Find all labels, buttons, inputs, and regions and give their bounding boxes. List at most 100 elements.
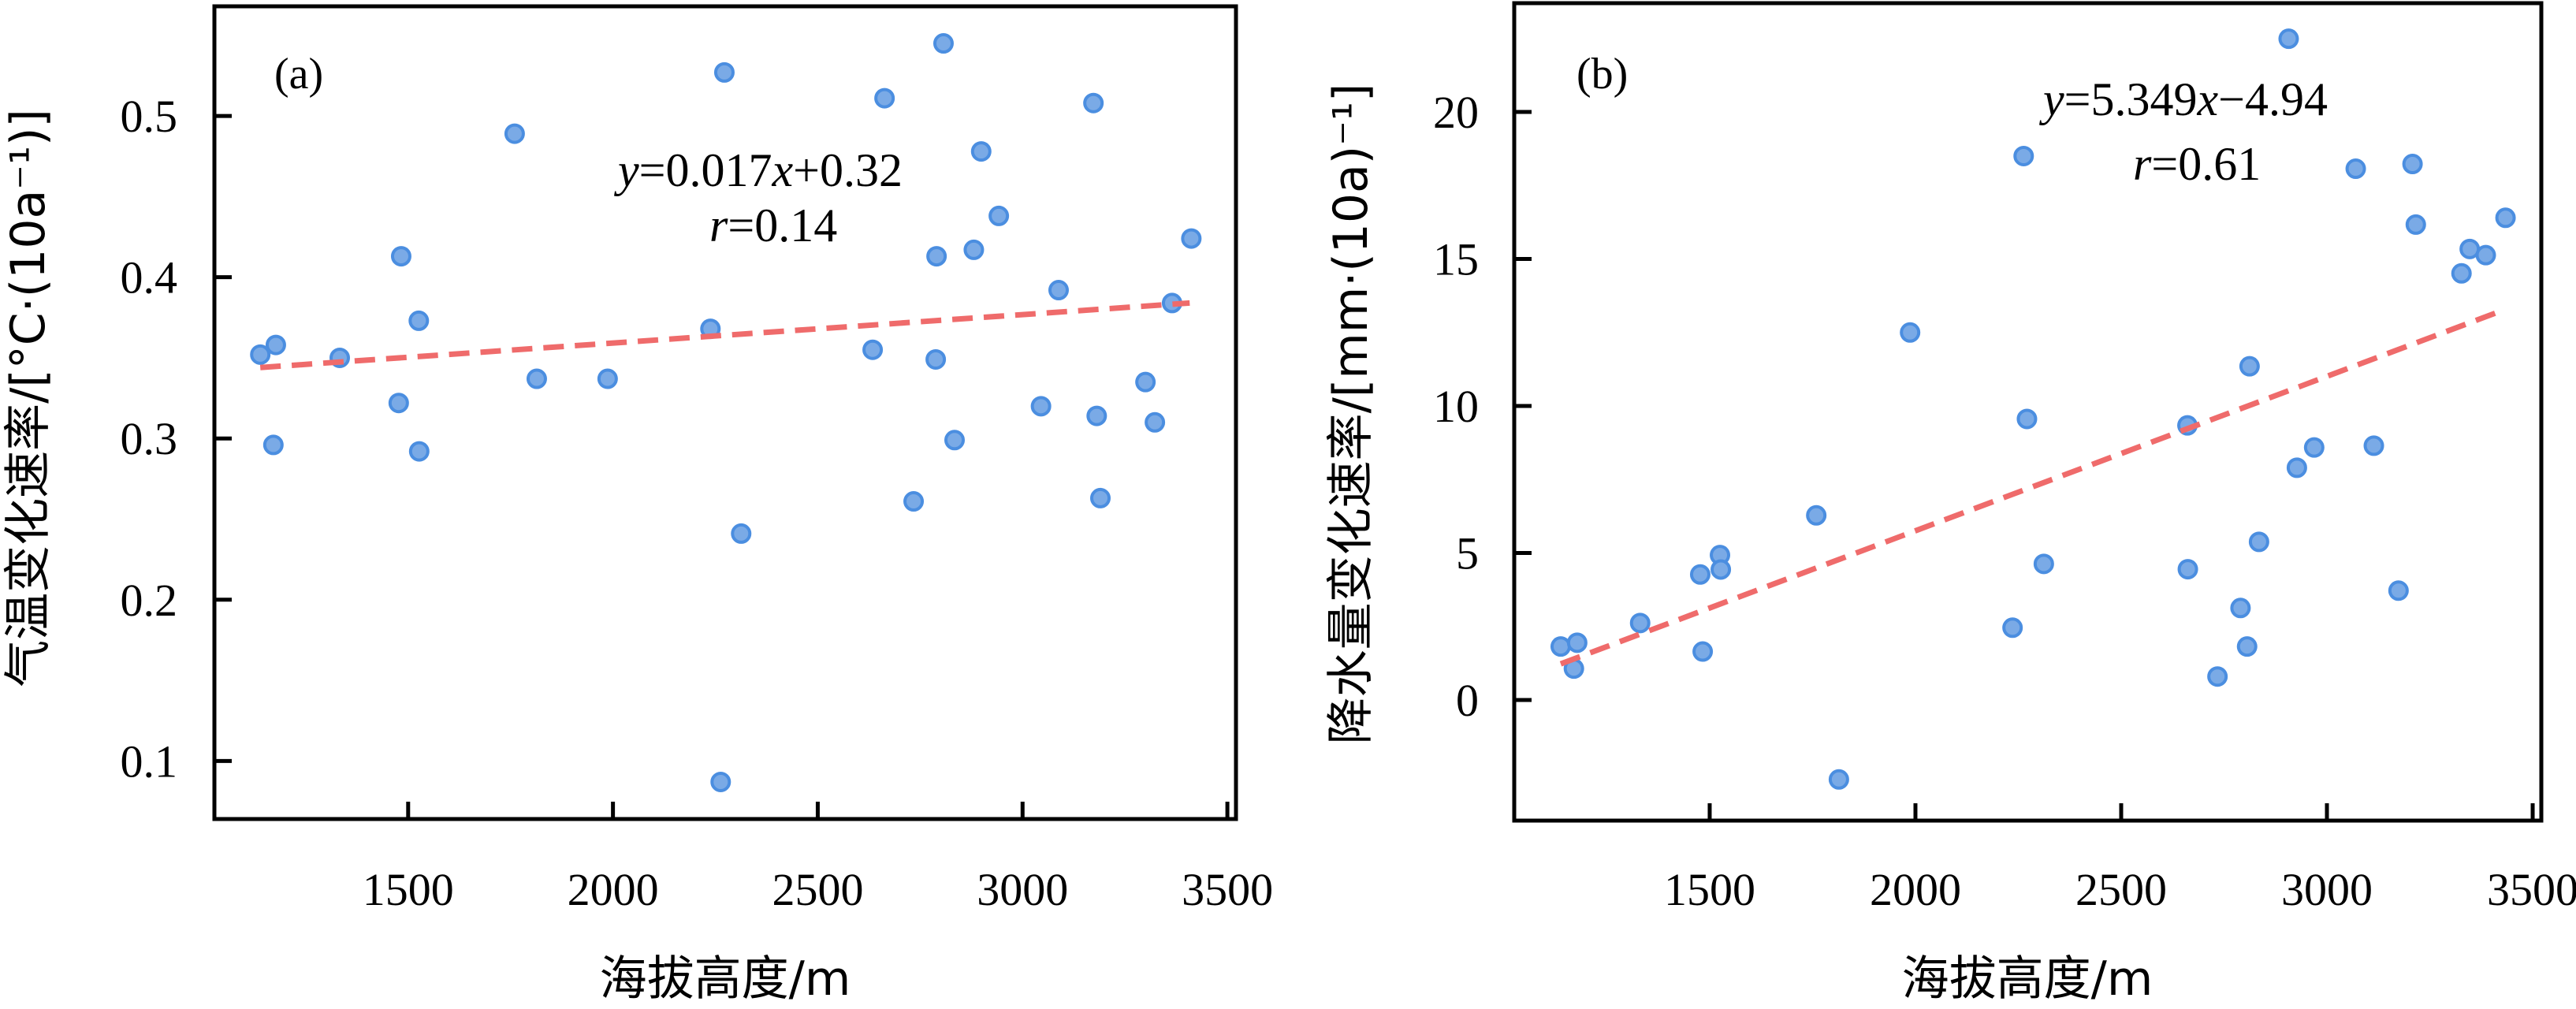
data-point — [1048, 280, 1069, 301]
data-point — [2278, 28, 2299, 50]
data-point — [388, 393, 409, 414]
panel-a-x-axis-title: 海拔高度/m — [600, 951, 851, 1007]
data-point — [1711, 559, 1732, 580]
x-tick-label: 3000 — [2281, 864, 2373, 915]
data-point — [713, 61, 735, 83]
panel-b-r-value: r=0.61 — [2133, 138, 2261, 190]
data-point — [250, 344, 271, 365]
x-tick-label: 2500 — [2075, 864, 2167, 915]
data-point — [1692, 641, 1714, 662]
y-tick-label: 0.3 — [121, 413, 178, 464]
data-point — [2475, 244, 2496, 266]
x-tick-label: 2000 — [1870, 864, 1961, 915]
data-point — [1135, 371, 1156, 393]
data-point — [963, 239, 985, 260]
eq-slope: =5.349 — [2064, 73, 2198, 125]
x-tick-label: 3500 — [1182, 864, 1273, 915]
data-point — [2363, 435, 2384, 456]
data-point — [1089, 487, 1111, 508]
data-point — [597, 368, 618, 389]
r-num: =0.61 — [2151, 138, 2261, 190]
data-point — [944, 430, 966, 451]
data-point — [262, 434, 284, 456]
data-point — [2207, 666, 2228, 687]
data-point — [1900, 322, 1921, 343]
data-point — [2236, 636, 2258, 657]
data-point — [862, 339, 884, 360]
data-point — [932, 33, 954, 54]
eq-x-var: x — [2196, 73, 2218, 125]
r-var: r — [709, 199, 728, 251]
panel-a-label: (a) — [274, 50, 323, 99]
r-num: =0.14 — [728, 199, 837, 251]
panel-b-label: (b) — [1576, 50, 1628, 99]
data-point — [1181, 228, 1202, 249]
panel-b-plot-frame — [1512, 1, 2544, 823]
data-point — [925, 348, 947, 370]
panel-b-ticks: 1500 2000 2500 3000 3500 0 5 10 15 20 — [1433, 87, 2576, 915]
y-tick-label: 0 — [1456, 675, 1479, 726]
y-tick-label: 15 — [1433, 234, 1479, 285]
eq-intercept: −4.94 — [2218, 73, 2328, 125]
x-tick-label: 3000 — [977, 864, 1068, 915]
data-point — [903, 491, 925, 512]
data-point — [408, 441, 430, 462]
eq-y-var: y — [613, 144, 639, 196]
data-point — [1145, 411, 1166, 433]
y-tick-label: 5 — [1456, 528, 1479, 579]
data-point — [1806, 504, 1827, 526]
x-tick-label: 2000 — [568, 864, 659, 915]
panel-b-points — [1550, 28, 2516, 790]
panel-b-y-axis-title: 降水量变化速率/[mm·(10a)⁻¹] — [1323, 84, 1379, 745]
eq-x-var: x — [771, 144, 793, 196]
data-point — [2239, 356, 2260, 377]
data-point — [2495, 207, 2516, 229]
y-tick-label: 20 — [1433, 87, 1479, 138]
panel-a-equation: y=0.017x+0.32 — [613, 144, 903, 196]
y-tick-label: 0.4 — [121, 252, 178, 303]
data-point — [408, 310, 430, 331]
eq-intercept: +0.32 — [793, 144, 903, 196]
data-point — [1086, 405, 1107, 426]
data-point — [2230, 598, 2251, 619]
data-point — [2033, 553, 2054, 575]
data-point — [1629, 612, 1651, 634]
panel-b-equation: y=5.349x−4.94 — [2038, 73, 2328, 125]
data-point — [390, 246, 411, 267]
panel-b: 1500 2000 2500 3000 3500 0 5 10 15 20 (b) y=5.349… — [1323, 1, 2576, 1007]
x-tick-label: 1500 — [363, 864, 454, 915]
data-point — [2388, 580, 2409, 601]
data-point — [731, 523, 752, 544]
panel-a-r-value: r=0.14 — [709, 199, 837, 251]
data-point — [970, 141, 992, 162]
x-tick-label: 2500 — [772, 864, 863, 915]
y-tick-label: 0.2 — [121, 575, 178, 626]
data-point — [2013, 145, 2034, 166]
y-tick-label: 0.1 — [121, 735, 178, 787]
data-point — [926, 246, 947, 267]
panel-b-trendline — [1559, 308, 2503, 667]
x-tick-label: 1500 — [1664, 864, 1755, 915]
x-tick-label: 3500 — [2487, 864, 2576, 915]
data-point — [2405, 214, 2426, 235]
data-point — [2286, 457, 2307, 478]
data-point — [2345, 158, 2366, 180]
panel-a-points — [250, 33, 1202, 792]
panel-a-ticks: 1500 2000 2500 3000 3500 0.1 0.2 0.3 0.4 0.5 — [121, 91, 1274, 915]
panel-a-plot-frame — [212, 4, 1238, 821]
data-point — [1828, 769, 1849, 790]
data-point — [265, 334, 286, 356]
data-point — [526, 368, 547, 389]
data-point — [1083, 92, 1104, 114]
data-point — [2177, 559, 2198, 580]
eq-slope: =0.017 — [639, 144, 772, 196]
data-point — [1566, 632, 1588, 653]
panel-a-y-axis-title: 气温变化速率/[°C·(10a⁻¹)] — [1, 109, 56, 687]
panel-b-x-axis-title: 海拔高度/m — [1902, 951, 2153, 1007]
data-point — [2303, 437, 2325, 458]
data-point — [1550, 636, 1571, 657]
data-point — [2402, 154, 2423, 175]
data-point — [1689, 564, 1711, 585]
data-point — [2002, 617, 2023, 639]
